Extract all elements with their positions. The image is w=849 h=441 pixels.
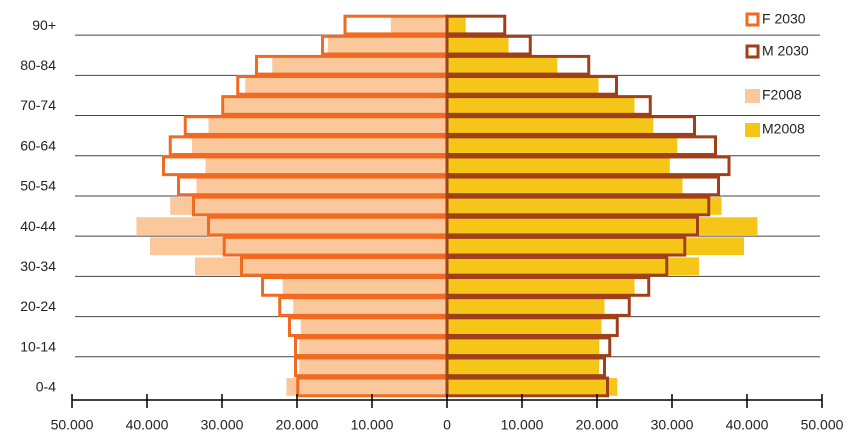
bar bbox=[245, 76, 447, 95]
x-tick-label: 10.000 bbox=[501, 417, 544, 433]
bar bbox=[447, 16, 466, 34]
y-tick-label: 90+ bbox=[32, 17, 56, 33]
bar bbox=[447, 197, 722, 215]
bar bbox=[447, 378, 618, 396]
legend-label: F 2030 bbox=[762, 11, 806, 27]
x-tick-label: 20.000 bbox=[576, 417, 619, 433]
bar bbox=[447, 96, 635, 115]
bar bbox=[208, 116, 447, 135]
bar bbox=[447, 257, 699, 276]
y-tick-label: 10-14 bbox=[20, 338, 56, 354]
x-tick-label: 50.000 bbox=[801, 417, 844, 433]
x-tick-label: 40.000 bbox=[726, 417, 769, 433]
bar bbox=[286, 378, 447, 396]
bar bbox=[195, 257, 447, 276]
bar bbox=[447, 337, 600, 356]
bar bbox=[447, 217, 758, 235]
bar bbox=[447, 297, 605, 316]
bar bbox=[447, 56, 558, 75]
bar bbox=[300, 317, 447, 336]
x-tick-label: 20.000 bbox=[276, 417, 319, 433]
x-tick-label: 30.000 bbox=[651, 417, 694, 433]
bar bbox=[447, 237, 744, 256]
bar bbox=[272, 56, 447, 75]
bar bbox=[447, 177, 683, 195]
bar bbox=[447, 156, 670, 175]
x-tick-label: 50.000 bbox=[51, 417, 94, 433]
y-tick-label: 70-74 bbox=[20, 97, 56, 113]
legend-swatch bbox=[745, 12, 760, 27]
legend-swatch bbox=[745, 123, 760, 137]
bar bbox=[192, 136, 447, 155]
y-tick-label: 80-84 bbox=[20, 57, 56, 73]
y-tick-label: 30-34 bbox=[20, 258, 56, 274]
bar bbox=[447, 116, 654, 135]
y-tick-label: 60-64 bbox=[20, 137, 56, 153]
bar bbox=[136, 217, 447, 235]
bar bbox=[447, 136, 678, 155]
bar bbox=[447, 36, 509, 55]
bar bbox=[447, 357, 600, 376]
x-tick-label: 40.000 bbox=[126, 417, 169, 433]
bar bbox=[447, 76, 599, 95]
x-tick-label: 0 bbox=[443, 417, 451, 433]
bar bbox=[224, 96, 447, 115]
bar bbox=[293, 297, 447, 316]
legend-label: M2008 bbox=[762, 121, 805, 137]
bar bbox=[282, 277, 447, 296]
bar bbox=[196, 177, 447, 195]
bar bbox=[170, 197, 447, 215]
legend-swatch bbox=[745, 89, 760, 103]
x-tick-label: 30.000 bbox=[201, 417, 244, 433]
legend-label: F2008 bbox=[762, 87, 802, 103]
bar bbox=[299, 357, 447, 376]
y-tick-label: 40-44 bbox=[20, 218, 56, 234]
bar bbox=[299, 337, 447, 356]
y-tick-label: 0-4 bbox=[36, 379, 56, 395]
bar bbox=[327, 36, 447, 55]
bar bbox=[205, 156, 447, 175]
x-tick-label: 10.000 bbox=[351, 417, 394, 433]
bar bbox=[447, 317, 602, 336]
y-tick-label: 50-54 bbox=[20, 178, 56, 194]
y-tick-label: 20-24 bbox=[20, 298, 56, 314]
bar bbox=[150, 237, 447, 256]
bar bbox=[390, 16, 447, 34]
legend-swatch bbox=[745, 44, 760, 59]
legend-label: M 2030 bbox=[762, 43, 809, 59]
bar bbox=[447, 277, 635, 296]
